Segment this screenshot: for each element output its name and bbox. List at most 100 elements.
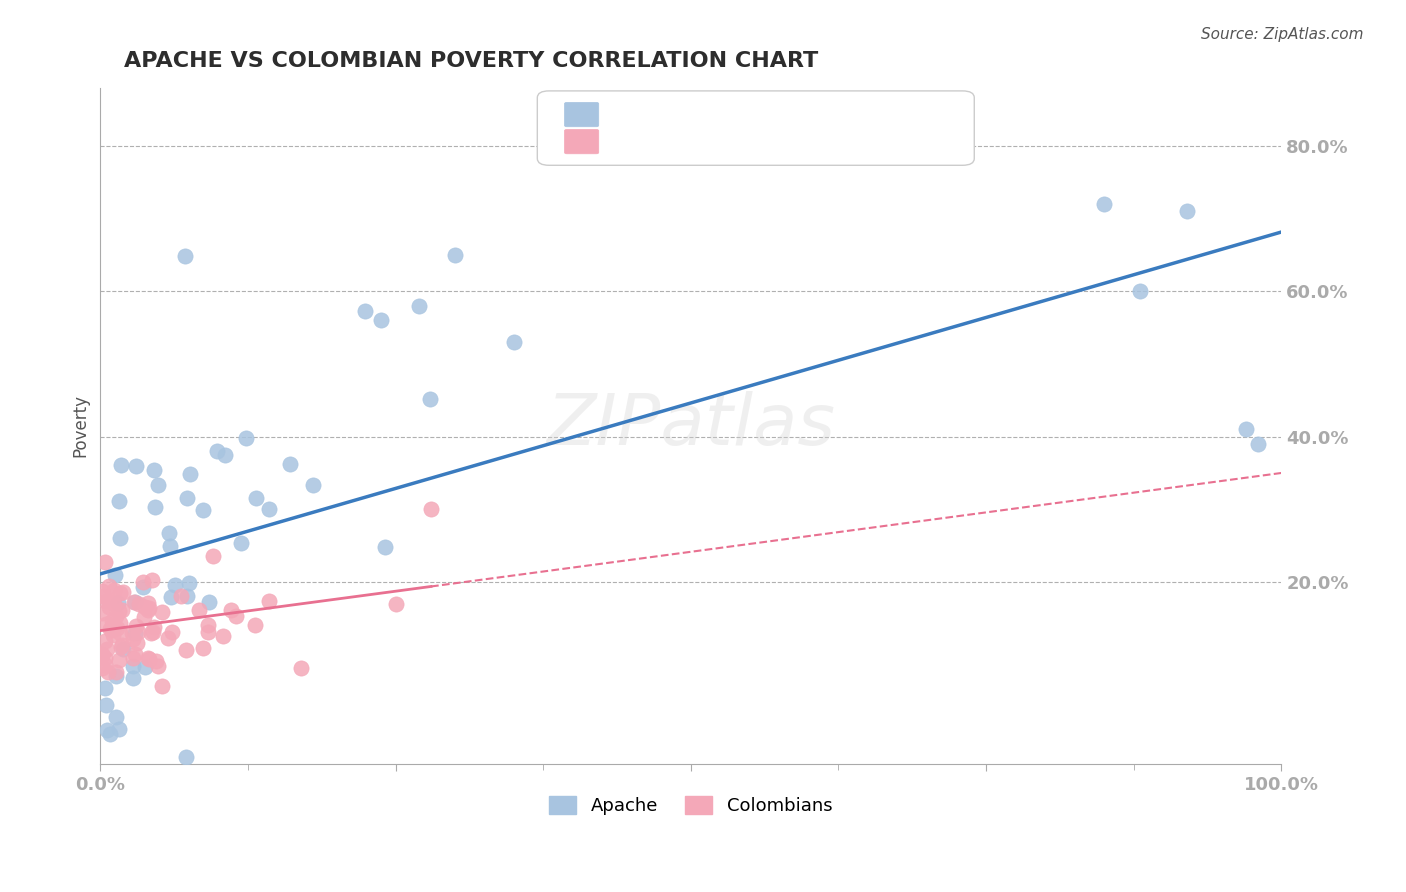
- Text: ZIPatlas: ZIPatlas: [547, 392, 835, 460]
- Point: [97, 600, 120, 615]
- Point: [108, 626, 131, 640]
- Point: [103, 567, 125, 582]
- Point: [257, 594, 280, 608]
- Point: [1175, 204, 1198, 219]
- Point: [91, 647, 114, 661]
- Text: R = -0.052   N = 80: R = -0.052 N = 80: [596, 131, 773, 149]
- Point: [93, 634, 115, 648]
- Point: [136, 651, 159, 665]
- Point: [219, 603, 242, 617]
- Point: [193, 640, 215, 655]
- Point: [290, 661, 312, 675]
- Point: [179, 467, 201, 482]
- Point: [1092, 197, 1115, 211]
- Point: [211, 629, 233, 643]
- Point: [141, 626, 163, 640]
- Point: [122, 595, 145, 609]
- Point: [122, 632, 145, 647]
- Point: [202, 549, 225, 564]
- Point: [197, 624, 219, 639]
- Point: [225, 608, 247, 623]
- Point: [191, 503, 214, 517]
- Point: [96, 593, 118, 607]
- Point: [122, 671, 145, 685]
- Point: [108, 531, 131, 545]
- Point: [90, 584, 112, 599]
- Point: [165, 577, 187, 591]
- Point: [143, 500, 166, 514]
- Point: [146, 478, 169, 492]
- Point: [97, 665, 120, 680]
- FancyBboxPatch shape: [564, 103, 599, 127]
- Text: APACHE VS COLOMBIAN POVERTY CORRELATION CHART: APACHE VS COLOMBIAN POVERTY CORRELATION …: [124, 51, 818, 70]
- Point: [197, 618, 219, 632]
- Point: [419, 392, 441, 406]
- Point: [159, 590, 181, 604]
- Point: [177, 575, 200, 590]
- Point: [205, 443, 228, 458]
- Point: [96, 723, 118, 737]
- Point: [176, 749, 198, 764]
- Point: [105, 620, 128, 634]
- Point: [98, 622, 121, 636]
- Point: [142, 625, 165, 640]
- Point: [157, 631, 180, 645]
- Point: [111, 638, 134, 652]
- Point: [280, 457, 302, 471]
- Point: [257, 501, 280, 516]
- Point: [150, 605, 173, 619]
- Point: [188, 603, 211, 617]
- Point: [90, 661, 112, 675]
- Point: [502, 334, 524, 349]
- Point: [302, 478, 325, 492]
- Point: [127, 625, 149, 640]
- Point: [176, 590, 198, 604]
- Point: [198, 595, 221, 609]
- Point: [169, 589, 191, 603]
- Point: [136, 603, 159, 617]
- Point: [138, 600, 160, 615]
- Point: [103, 596, 125, 610]
- Point: [105, 665, 128, 679]
- Point: [160, 624, 183, 639]
- Point: [420, 502, 443, 516]
- Point: [124, 626, 146, 640]
- Point: [112, 584, 135, 599]
- Point: [245, 491, 267, 505]
- Point: [98, 727, 121, 741]
- Point: [122, 659, 145, 673]
- Point: [443, 248, 465, 262]
- Point: [245, 618, 267, 632]
- Point: [94, 555, 117, 569]
- Point: [132, 580, 155, 594]
- Point: [142, 463, 165, 477]
- Point: [111, 602, 134, 616]
- Point: [111, 642, 134, 657]
- FancyBboxPatch shape: [564, 129, 599, 153]
- Point: [157, 525, 180, 540]
- Point: [98, 593, 121, 607]
- Point: [134, 600, 156, 615]
- Point: [131, 574, 153, 589]
- Point: [124, 458, 146, 473]
- Point: [94, 657, 117, 672]
- Point: [103, 619, 125, 633]
- Point: [354, 304, 377, 318]
- Point: [141, 573, 163, 587]
- Point: [94, 698, 117, 713]
- Point: [103, 582, 125, 597]
- Point: [108, 494, 131, 508]
- Point: [374, 540, 396, 554]
- Point: [104, 609, 127, 624]
- Point: [110, 458, 132, 473]
- Point: [124, 648, 146, 662]
- Point: [145, 654, 167, 668]
- Point: [124, 595, 146, 609]
- Point: [96, 641, 118, 656]
- Point: [107, 596, 129, 610]
- Point: [128, 597, 150, 611]
- FancyBboxPatch shape: [537, 91, 974, 165]
- Point: [138, 652, 160, 666]
- Point: [125, 619, 148, 633]
- Point: [121, 650, 143, 665]
